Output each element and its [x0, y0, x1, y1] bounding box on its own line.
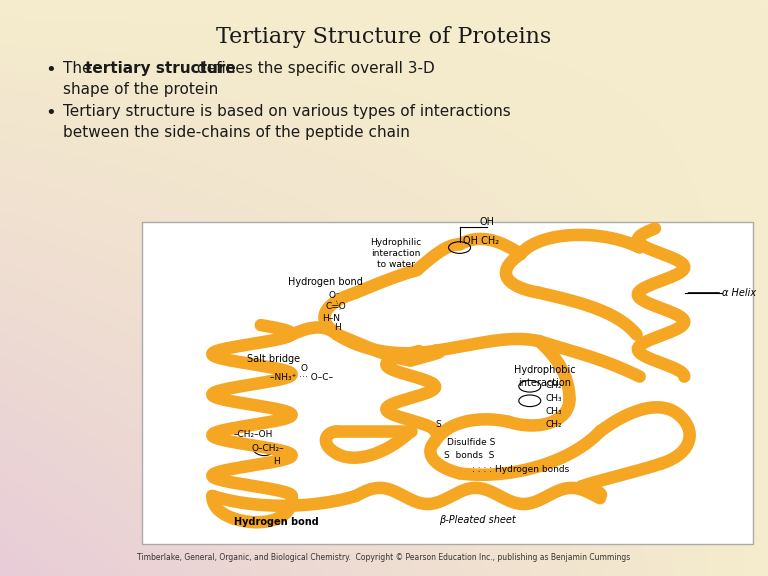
Text: CH₂: CH₂: [545, 381, 561, 391]
Text: tertiary structure: tertiary structure: [85, 61, 236, 76]
Text: Salt bridge: Salt bridge: [247, 354, 300, 364]
Text: O–CH₂–: O–CH₂–: [252, 444, 285, 453]
Text: OH CH₂: OH CH₂: [462, 236, 498, 247]
Text: –NH₃⁺ ··· O–C–: –NH₃⁺ ··· O–C–: [270, 373, 333, 382]
Text: Timberlake, General, Organic, and Biological Chemistry.  Copyright © Pearson Edu: Timberlake, General, Organic, and Biolog…: [137, 553, 631, 562]
Text: H: H: [273, 457, 280, 466]
Text: β-Pleated sheet: β-Pleated sheet: [439, 516, 516, 525]
Text: CH₃: CH₃: [545, 407, 561, 416]
Text: O: O: [301, 363, 308, 373]
Text: Disulfide S: Disulfide S: [447, 438, 495, 447]
Text: •: •: [45, 104, 56, 122]
FancyBboxPatch shape: [142, 222, 753, 544]
Text: H–N: H–N: [323, 314, 340, 323]
Text: C=O: C=O: [326, 302, 346, 312]
Text: –CH₂–OH: –CH₂–OH: [233, 430, 273, 439]
Text: Hydrogen bond: Hydrogen bond: [234, 517, 319, 526]
Text: α Helix: α Helix: [722, 288, 756, 298]
Text: O⁻: O⁻: [328, 291, 340, 300]
Text: S: S: [435, 420, 441, 429]
Text: OH: OH: [479, 217, 495, 226]
Text: S  bonds  S: S bonds S: [445, 451, 495, 460]
Text: between the side-chains of the peptide chain: between the side-chains of the peptide c…: [63, 125, 410, 140]
Text: The: The: [63, 61, 96, 76]
Text: CH₂: CH₂: [545, 420, 561, 429]
Text: Hydrophobic
interaction: Hydrophobic interaction: [515, 365, 576, 388]
Text: defines the specific overall 3-D: defines the specific overall 3-D: [192, 61, 435, 76]
Text: •: •: [45, 61, 56, 79]
Text: : : : : Hydrogen bonds: : : : : Hydrogen bonds: [472, 465, 569, 474]
Text: CH₃: CH₃: [545, 395, 561, 403]
Text: Hydrophilic
interaction
to water: Hydrophilic interaction to water: [370, 238, 421, 269]
Text: Tertiary structure is based on various types of interactions: Tertiary structure is based on various t…: [63, 104, 511, 119]
Text: shape of the protein: shape of the protein: [63, 82, 218, 97]
Text: Hydrogen bond: Hydrogen bond: [288, 276, 362, 287]
Text: Tertiary Structure of Proteins: Tertiary Structure of Proteins: [217, 26, 551, 48]
Text: H: H: [334, 323, 341, 332]
